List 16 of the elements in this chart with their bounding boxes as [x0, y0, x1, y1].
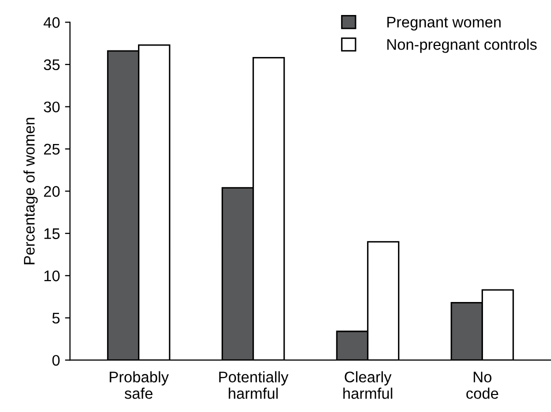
y-tick-label: 40	[44, 17, 60, 28]
y-tick-label: 20	[44, 186, 60, 197]
y-tick-label: 15	[44, 228, 60, 240]
legend-label: Pregnant women	[387, 16, 501, 31]
x-tick-label: Potentially harmful	[219, 371, 288, 399]
y-tick-label: 5	[52, 312, 60, 324]
x-tick-label: Clearly harmful	[343, 371, 392, 399]
x-tick-label: No code	[466, 372, 498, 399]
y-tick-label: 0	[52, 354, 60, 366]
y-tick-label: 35	[44, 59, 60, 70]
y-tick-label: 30	[44, 102, 60, 112]
x-tick-label: Probably safe	[110, 371, 169, 399]
legend-label: Non-pregnant controls	[387, 38, 537, 53]
y-tick-label: 10	[44, 270, 60, 282]
y-axis-title: Percentage of women	[23, 118, 38, 264]
y-tick-label: 25	[44, 144, 60, 155]
